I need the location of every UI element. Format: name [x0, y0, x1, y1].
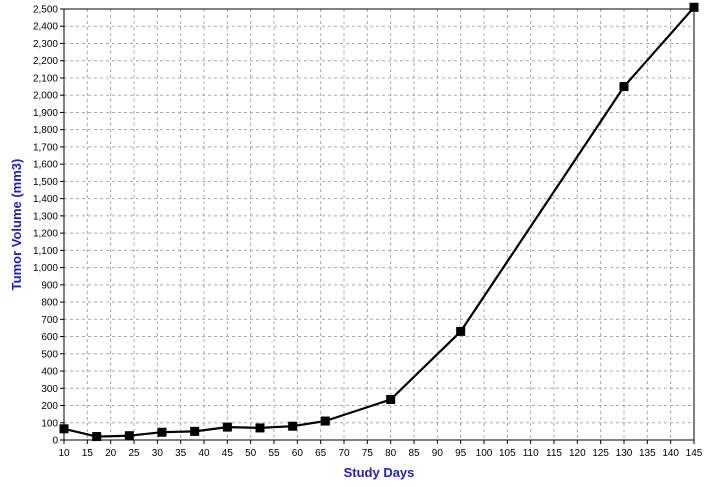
data-point-marker: [59, 424, 69, 434]
data-point-marker: [619, 82, 629, 92]
x-tick-label: 135: [639, 448, 656, 459]
y-tick-label: 1,800: [33, 125, 58, 136]
y-tick-label: 1,200: [33, 229, 58, 240]
data-point-marker: [190, 426, 200, 436]
x-axis-ticks: 10 15 20 25 30 35 40 45 50 55 60 65 70 75 80 85 90 95 100 1…: [58, 440, 703, 459]
y-tick-label: 1,600: [33, 160, 58, 171]
x-tick-label: 45: [222, 448, 234, 459]
x-tick-label: 75: [362, 448, 374, 459]
plot-frame: [63, 8, 695, 441]
x-tick-label: 70: [338, 448, 350, 459]
y-tick-label: 2,100: [33, 73, 58, 84]
x-tick-label: 145: [686, 448, 703, 459]
x-axis-title: Study Days: [344, 465, 415, 480]
y-tick-label: 100: [41, 418, 58, 429]
data-point-marker: [386, 394, 396, 404]
y-axis-title: Tumor Volume (mm3): [9, 159, 24, 291]
x-tick-label: 105: [499, 448, 516, 459]
y-tick-label: 1,400: [33, 194, 58, 205]
y-tick-label: 2,300: [33, 39, 58, 50]
x-tick-label: 130: [616, 448, 633, 459]
data-point-marker: [124, 431, 134, 441]
x-tick-label: 85: [408, 448, 420, 459]
y-tick-label: 1,100: [33, 246, 58, 257]
x-tick-label: 140: [662, 448, 679, 459]
x-tick-label: 120: [569, 448, 586, 459]
x-tick-label: 35: [175, 448, 187, 459]
x-tick-label: 50: [245, 448, 257, 459]
y-tick-label: 1,000: [33, 263, 58, 274]
x-tick-label: 15: [82, 448, 94, 459]
y-tick-label: 1,700: [33, 142, 58, 153]
x-tick-label: 95: [455, 448, 467, 459]
x-tick-label: 80: [385, 448, 397, 459]
data-point-marker: [689, 2, 699, 12]
y-tick-label: 300: [41, 384, 58, 395]
y-tick-label: 2,500: [33, 5, 58, 16]
y-tick-label: 2,000: [33, 91, 58, 102]
x-tick-label: 125: [592, 448, 609, 459]
data-point-marker: [456, 326, 466, 336]
y-tick-label: 1,300: [33, 211, 58, 222]
y-tick-label: 700: [41, 315, 58, 326]
y-tick-label: 800: [41, 298, 58, 309]
data-point-marker: [157, 427, 167, 437]
y-tick-label: 2,200: [33, 56, 58, 67]
data-point-marker: [92, 432, 102, 442]
x-tick-label: 30: [152, 448, 164, 459]
y-tick-label: 2,400: [33, 22, 58, 33]
y-tick-label: 500: [41, 349, 58, 360]
y-tick-label: 1,500: [33, 177, 58, 188]
x-tick-label: 100: [476, 448, 493, 459]
y-tick-label: 400: [41, 367, 58, 378]
data-point-marker: [255, 423, 265, 433]
x-tick-label: 60: [292, 448, 304, 459]
series-markers: [59, 2, 699, 442]
x-tick-label: 110: [523, 448, 539, 459]
x-tick-label: 115: [546, 448, 562, 459]
x-tick-label: 25: [128, 448, 140, 459]
x-tick-label: 90: [432, 448, 444, 459]
x-tick-label: 20: [105, 448, 117, 459]
y-axis-ticks: 0 100 200 300 400 500 600 700 800 900 1,000 1,100 1,…: [33, 5, 64, 447]
data-point-marker: [288, 421, 298, 431]
x-tick-label: 65: [315, 448, 327, 459]
data-point-marker: [222, 422, 232, 432]
x-tick-label: 55: [268, 448, 280, 459]
y-tick-label: 900: [41, 280, 58, 291]
grid: [64, 9, 694, 440]
y-tick-label: 1,900: [33, 108, 58, 119]
data-point-marker: [320, 416, 330, 426]
y-tick-label: 200: [41, 401, 58, 412]
y-tick-label: 600: [41, 332, 58, 343]
series-line: [63, 6, 695, 438]
x-tick-label: 40: [198, 448, 210, 459]
y-tick-label: 0: [52, 436, 58, 447]
x-tick-label: 10: [58, 448, 70, 459]
